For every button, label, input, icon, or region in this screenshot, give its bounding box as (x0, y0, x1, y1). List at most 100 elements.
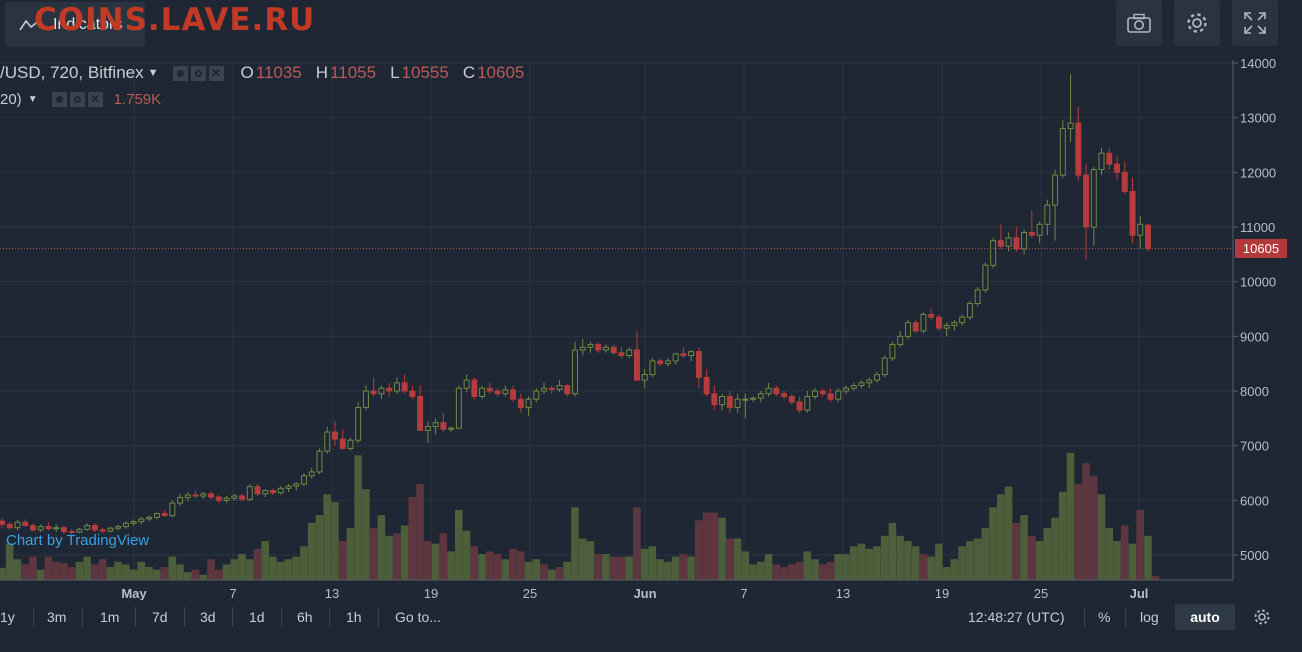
price-tick-label: 5000 (1240, 548, 1269, 563)
volume-bar (176, 564, 184, 580)
close-icon[interactable]: ✕ (87, 91, 103, 107)
volume-bar (416, 483, 424, 580)
volume-bar (524, 561, 533, 580)
range-1m-button[interactable]: 1m (100, 609, 120, 625)
separator (1084, 607, 1085, 627)
volume-bar (718, 517, 726, 580)
watermark-text: COINS.LAVE.RU (34, 2, 316, 38)
snapshot-button[interactable] (1116, 0, 1162, 46)
range-1y-button[interactable]: 1y (0, 609, 15, 625)
eye-icon[interactable] (51, 91, 67, 107)
volume-bar (904, 541, 912, 580)
price-chart[interactable]: 14000 13000 12000 11000 10000 9000 8000 7000 600… (0, 0, 1302, 600)
volume-bar (5, 543, 14, 580)
candle (68, 528, 75, 535)
candle (804, 391, 811, 413)
time-tick-label: 25 (523, 586, 537, 600)
volume-bar (1089, 476, 1098, 580)
candle (115, 524, 122, 531)
volume-bar (431, 543, 440, 580)
candle (680, 347, 687, 359)
candle (45, 522, 52, 531)
percent-scale-button[interactable]: % (1098, 609, 1111, 625)
candle (22, 519, 29, 527)
range-6h-button[interactable]: 6h (297, 609, 313, 625)
volume-bar (470, 546, 479, 580)
volume-bar (21, 564, 29, 580)
volume-bar (865, 548, 873, 580)
volume-bar (454, 509, 463, 580)
volume-bar (1144, 535, 1152, 580)
volume-bar (238, 554, 246, 580)
candle (1075, 106, 1082, 181)
gear-icon[interactable] (69, 91, 85, 107)
volume-bar (780, 567, 788, 580)
goto-button[interactable]: Go to... (395, 609, 441, 625)
candle (610, 344, 617, 356)
candle (347, 437, 354, 452)
log-scale-button[interactable]: log (1140, 609, 1159, 625)
volume-bar (749, 564, 757, 580)
separator (378, 607, 379, 627)
volume-study-label[interactable]: 20) (0, 90, 22, 108)
open-label: O (240, 63, 254, 82)
candle (912, 319, 919, 334)
candle (262, 489, 269, 498)
volume-bar (578, 538, 587, 580)
candle (107, 526, 114, 533)
time-axis: May 7 13 19 25 Jun 7 13 19 25 Jul (121, 586, 1148, 600)
volume-bar (13, 559, 22, 580)
volume-bar (385, 535, 393, 580)
range-1h-button[interactable]: 1h (346, 609, 362, 625)
range-3m-button[interactable]: 3m (47, 609, 67, 625)
range-7d-button[interactable]: 7d (152, 609, 168, 625)
symbol-dropdown-icon[interactable]: ▼ (147, 67, 159, 79)
auto-scale-button[interactable]: auto (1175, 604, 1235, 630)
candle (455, 385, 462, 430)
candle (935, 314, 942, 331)
tradingview-credit-link[interactable]: Chart by TradingView (6, 532, 150, 549)
low-label: L (390, 63, 400, 82)
symbol-label[interactable]: /USD, 720, Bitfinex (0, 63, 144, 82)
utc-clock[interactable]: 12:48:27 (UTC) (968, 609, 1065, 625)
volume-bar (462, 530, 471, 580)
fullscreen-button[interactable] (1232, 0, 1278, 46)
volume-bar (826, 561, 835, 580)
candle (29, 523, 36, 532)
separator (281, 607, 282, 627)
candle (982, 262, 989, 293)
range-1d-button[interactable]: 1d (249, 609, 265, 625)
volume-bar (942, 567, 951, 580)
fullscreen-icon (1244, 12, 1266, 34)
candle (881, 355, 888, 378)
candle (757, 391, 764, 402)
volume-bar (702, 512, 711, 580)
volume-bar (276, 561, 285, 580)
volume-bar (408, 496, 417, 580)
gear-icon[interactable] (1252, 607, 1272, 627)
time-tick-label: Jun (633, 586, 656, 600)
eye-icon[interactable] (172, 65, 188, 81)
time-tick-label: 13 (836, 586, 850, 600)
study-dropdown-icon[interactable]: ▼ (27, 93, 38, 105)
candle (1044, 199, 1051, 236)
candle (130, 519, 137, 526)
candle (703, 369, 710, 397)
price-tick-label: 10000 (1240, 275, 1276, 290)
candle (277, 486, 284, 495)
range-3d-button[interactable]: 3d (200, 609, 216, 625)
price-tick-label: 13000 (1240, 111, 1276, 126)
volume-bar (1020, 515, 1028, 580)
close-icon[interactable]: ✕ (208, 65, 224, 81)
candle (0, 517, 5, 529)
gear-icon[interactable] (190, 65, 206, 81)
indicators-button[interactable]: Indicators (5, 2, 145, 47)
candle (401, 374, 408, 394)
settings-button[interactable] (1174, 0, 1220, 46)
volume-bar (563, 561, 571, 580)
volume-bar (362, 489, 370, 580)
camera-icon (1127, 13, 1151, 33)
candle (246, 483, 253, 502)
candle (479, 385, 486, 400)
candle (765, 382, 772, 397)
